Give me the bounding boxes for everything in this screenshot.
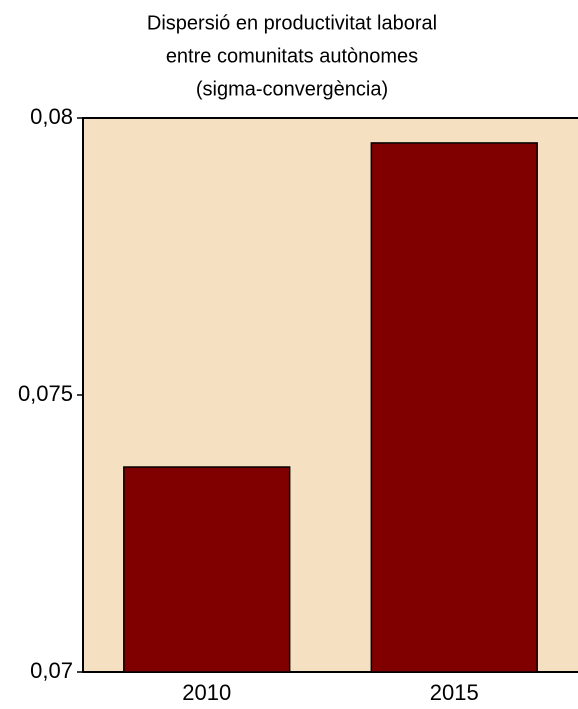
- bar: [370, 142, 538, 673]
- y-tick-label: 0,075: [18, 381, 73, 406]
- x-tick-label: 2010: [182, 680, 231, 705]
- bar: [123, 466, 291, 673]
- y-tick-label: 0,08: [30, 104, 73, 129]
- x-tick-label: 2015: [430, 680, 479, 705]
- y-tick-label: 0,07: [30, 658, 73, 683]
- chart-title: Dispersió en productivitat laboral: [147, 12, 437, 34]
- chart-title: entre comunitats autònomes: [166, 45, 418, 67]
- chart-title: (sigma-convergència): [196, 78, 388, 100]
